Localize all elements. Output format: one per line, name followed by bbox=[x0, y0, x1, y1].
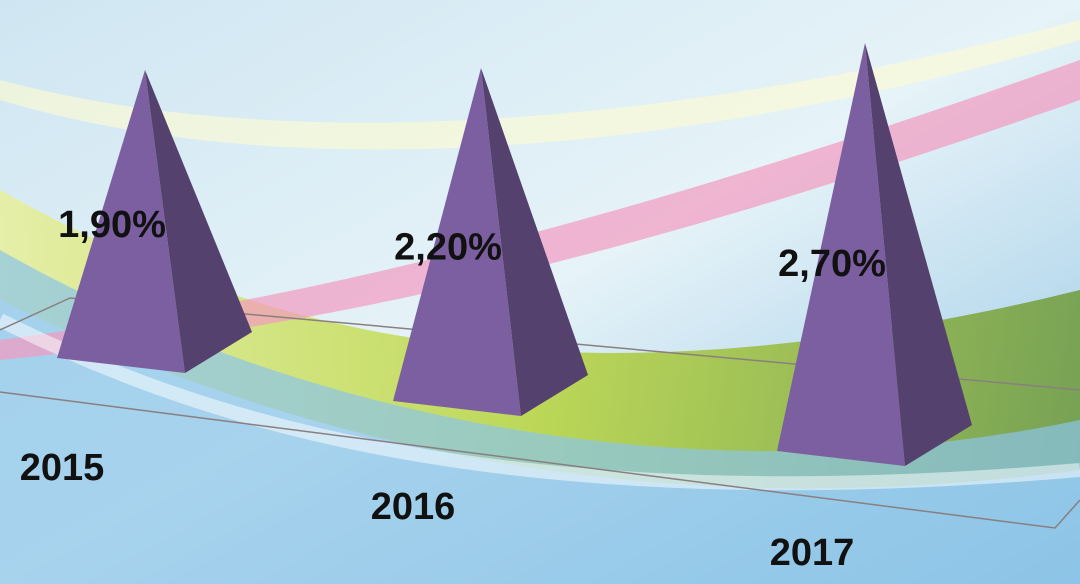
pyramid-front-face bbox=[57, 70, 185, 373]
x-tick-label: 2017 bbox=[770, 532, 855, 574]
pyramid-side-face bbox=[865, 43, 972, 466]
pyramid-front-face bbox=[393, 68, 521, 416]
x-tick-label: 2016 bbox=[371, 486, 456, 528]
pyramid-front-face bbox=[777, 43, 905, 466]
pyramid bbox=[57, 70, 252, 373]
pyramid-side-face bbox=[145, 70, 252, 373]
pyramid-side-face bbox=[481, 68, 588, 416]
data-label: 1,90% bbox=[58, 204, 166, 246]
data-label: 2,70% bbox=[778, 243, 886, 285]
pyramid bbox=[393, 68, 588, 416]
x-tick-label: 2015 bbox=[20, 447, 105, 489]
data-label: 2,20% bbox=[394, 227, 502, 269]
pyramid bbox=[777, 43, 972, 466]
